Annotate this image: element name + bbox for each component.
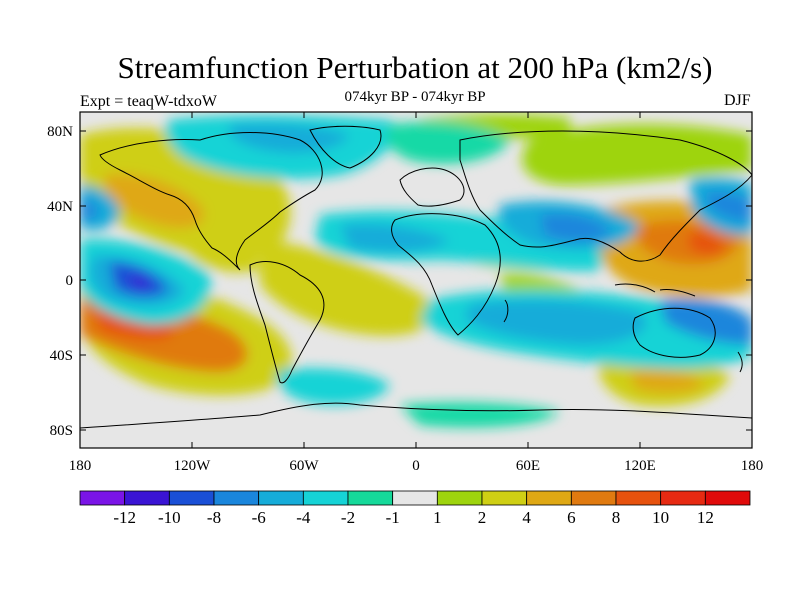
colorbar-swatch (213, 490, 260, 506)
colorbar-swatch (660, 490, 706, 506)
map-title: Streamfunction Perturbation at 200 hPa (… (117, 50, 713, 85)
lon-label-180e: 180 (741, 458, 764, 474)
lat-label-0: 0 (66, 273, 74, 289)
lon-axis: 180 120W 60W 0 60E 120E 180 (69, 112, 764, 474)
lat-label-80n: 80N (47, 124, 73, 140)
lat-label-40n: 40N (47, 199, 73, 215)
lat-axis: 80N 40N 0 40S 80S (47, 124, 752, 439)
experiment-label: Expt = teaqW-tdxoW (80, 93, 217, 110)
colorbar-label: -2 (341, 508, 355, 527)
coastlines (80, 125, 752, 429)
contour-field (80, 112, 752, 448)
colorbar-swatch (526, 490, 572, 506)
period-label: 074kyr BP - 074kyr BP (344, 89, 486, 105)
lon-label-60e: 60E (516, 458, 540, 474)
colorbar-swatch (615, 490, 662, 506)
colorbar-label: -10 (158, 508, 181, 527)
lon-label-60w: 60W (289, 458, 319, 474)
colorbar-swatch (258, 490, 304, 506)
lon-label-120w: 120W (174, 458, 212, 474)
colorbar-swatch (168, 490, 215, 506)
lon-label-0: 0 (412, 458, 420, 474)
lon-label-120e: 120E (624, 458, 656, 474)
colorbar-label: -4 (296, 508, 311, 527)
colorbar-swatch (481, 490, 528, 506)
colorbar-swatch (302, 490, 349, 506)
colorbar-label: -6 (252, 508, 266, 527)
colorbar-label: -1 (386, 508, 400, 527)
colorbar-label: 12 (697, 508, 714, 527)
colorbar-label: 6 (567, 508, 576, 527)
colorbar-label: 10 (652, 508, 669, 527)
lat-label-80s: 80S (50, 423, 73, 439)
colorbar: -12 -10 -8 -6 -4 -2 -1 1 2 4 6 8 10 12 (79, 490, 751, 527)
colorbar-swatch (392, 490, 438, 506)
colorbar-swatch (124, 490, 170, 506)
colorbar-label: 4 (522, 508, 531, 527)
colorbar-swatch (704, 490, 751, 506)
colorbar-label: 2 (478, 508, 487, 527)
colorbar-swatch (570, 490, 617, 506)
colorbar-label: 1 (433, 508, 442, 527)
season-label: DJF (724, 92, 751, 109)
colorbar-swatch (347, 490, 394, 506)
colorbar-label: 8 (612, 508, 621, 527)
colorbar-label: -12 (113, 508, 136, 527)
lon-label-180w: 180 (69, 458, 92, 474)
lat-label-40s: 40S (50, 348, 73, 364)
colorbar-swatch (436, 490, 483, 506)
colorbar-label: -8 (207, 508, 221, 527)
colorbar-swatch (79, 490, 126, 506)
